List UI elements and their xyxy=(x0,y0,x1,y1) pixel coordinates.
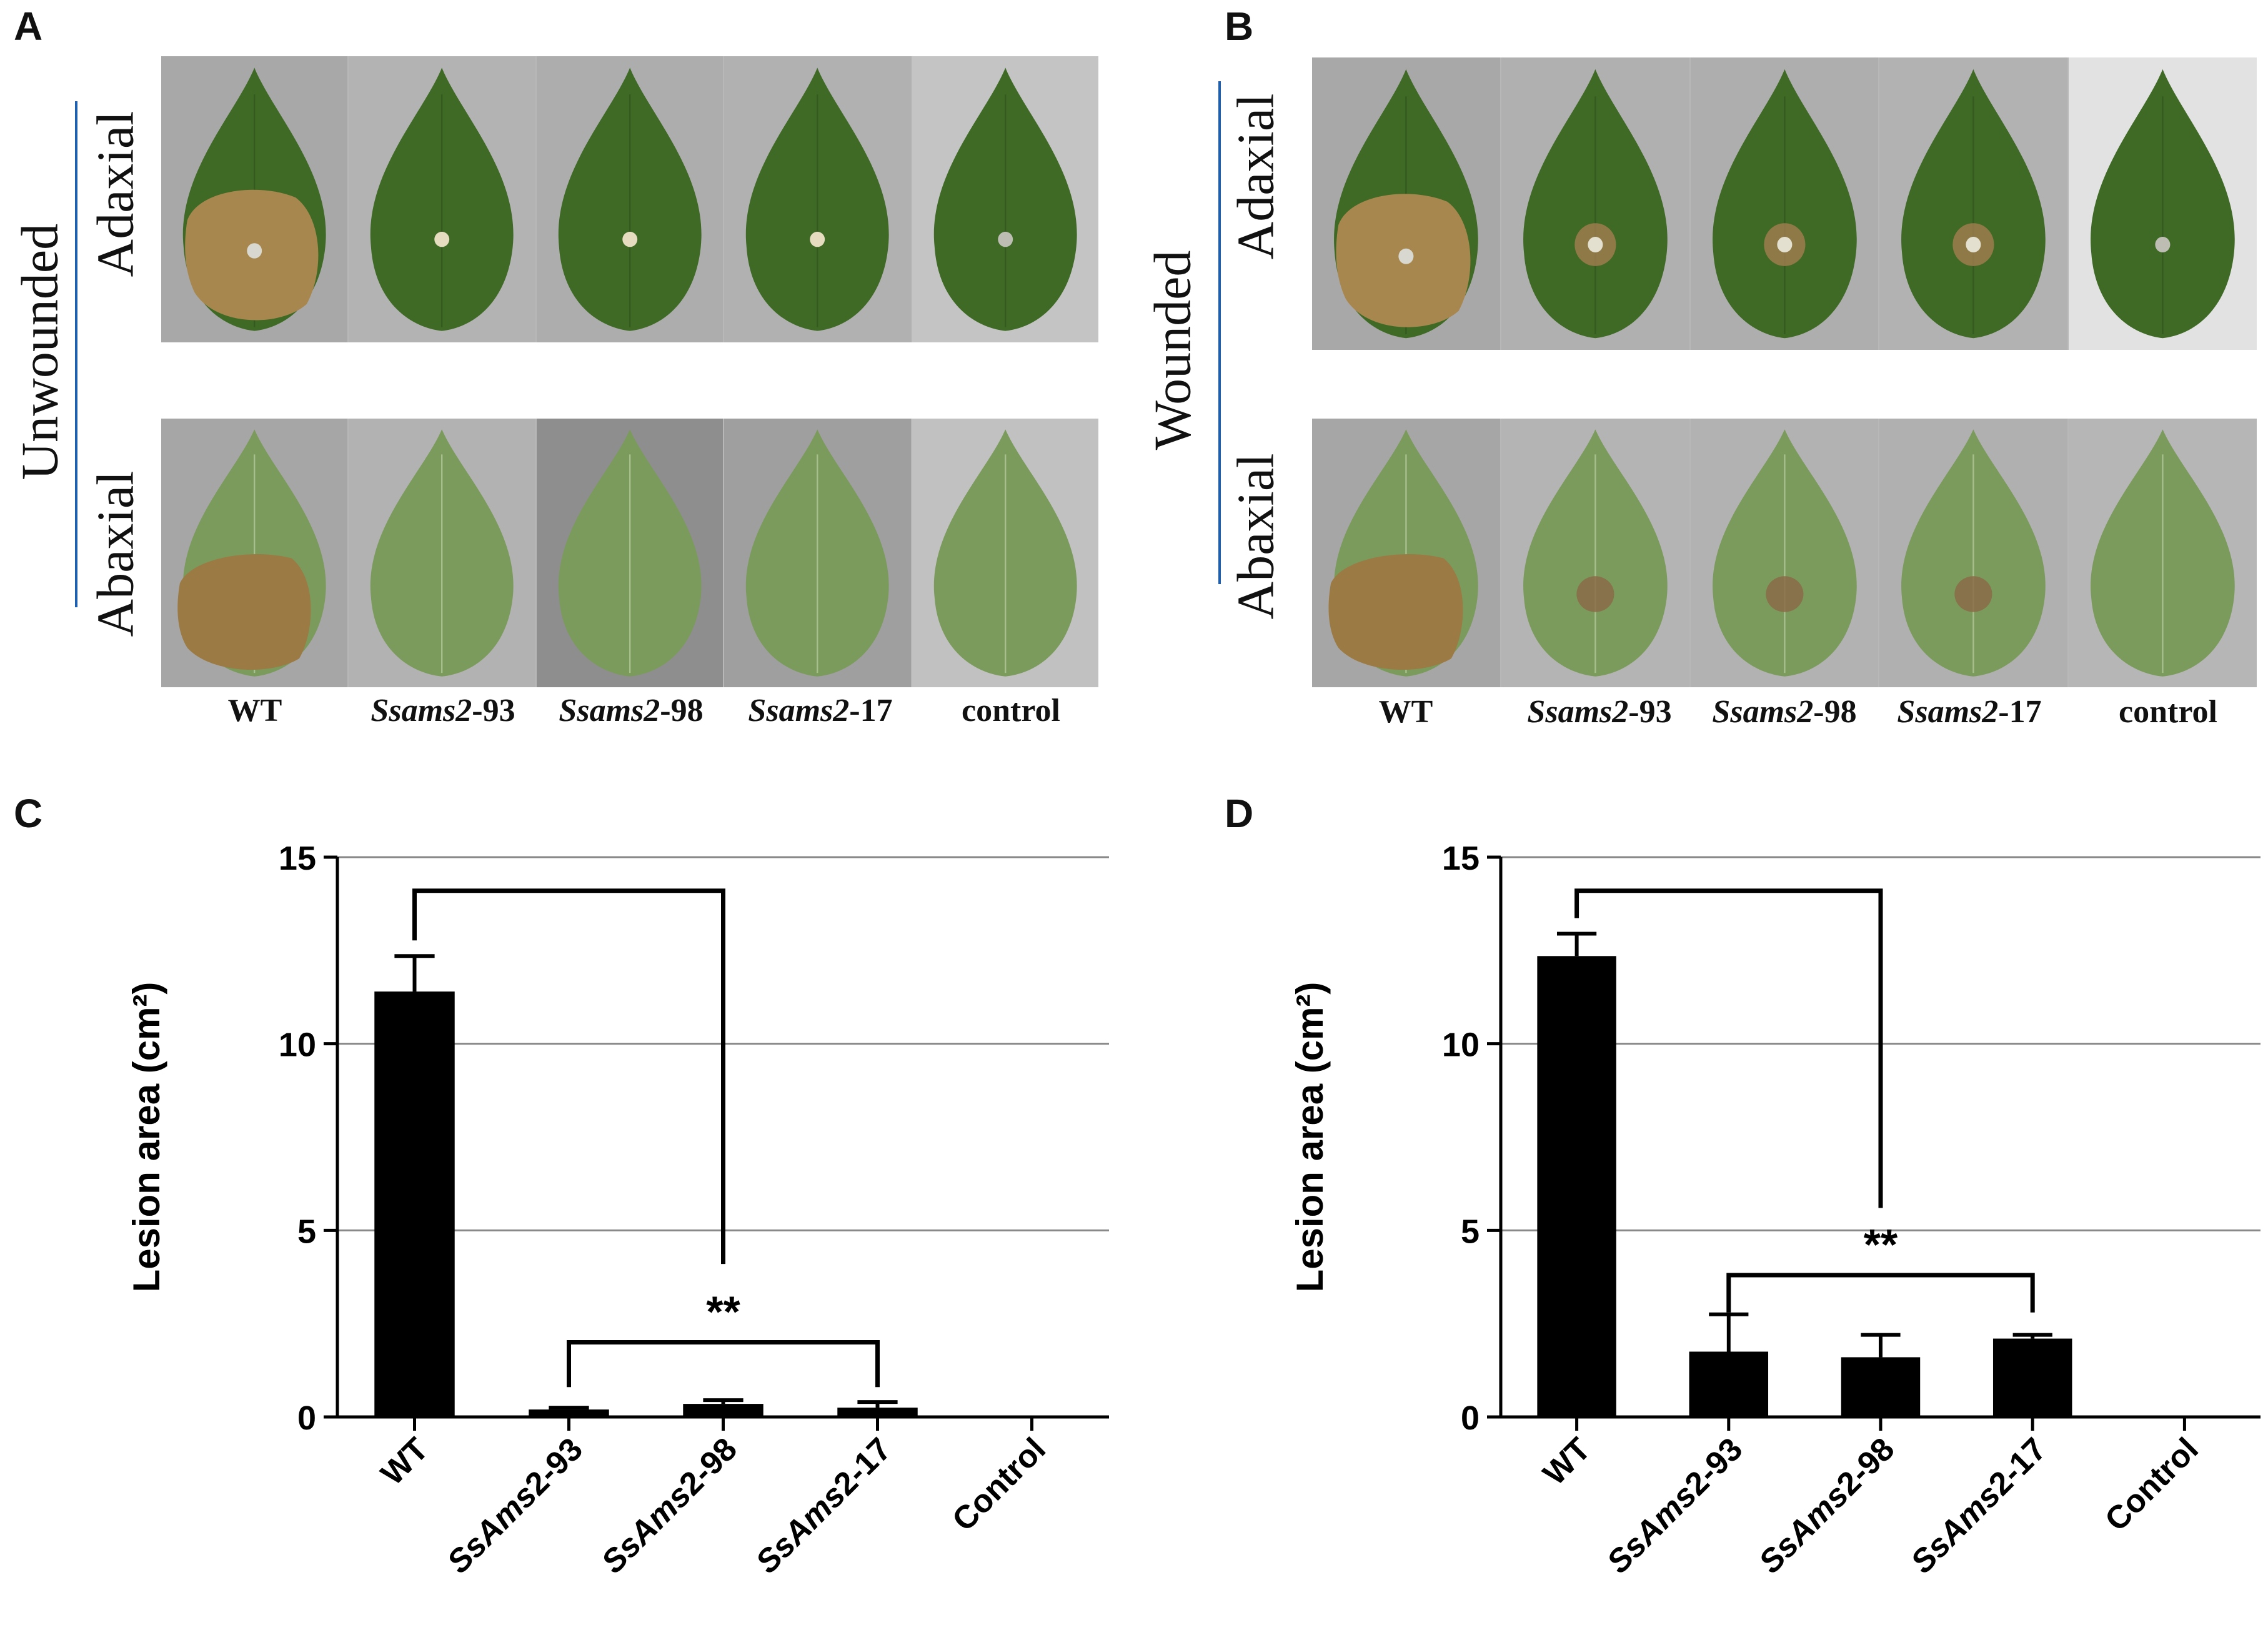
leaf-photo xyxy=(2069,419,2257,687)
y-tick-label: 10 xyxy=(279,1026,316,1064)
significance-bracket-group xyxy=(567,1340,880,1388)
inoculum-disc xyxy=(247,243,262,259)
leaf-photo xyxy=(536,56,725,342)
lesion-area xyxy=(1328,554,1463,670)
panel-a-adaxial-photos xyxy=(161,56,1099,342)
leaf-photo xyxy=(1501,419,1691,687)
leaf-photo xyxy=(1879,419,2069,687)
leaf-photo xyxy=(1879,57,2069,350)
x-tick-label: WT xyxy=(1536,1431,1598,1492)
significance-bracket-wt xyxy=(1574,888,1883,1208)
inoculum-disc xyxy=(2155,237,2171,252)
leaf-photo xyxy=(724,56,912,342)
leaf-photo xyxy=(1312,419,1501,687)
inoculum-disc xyxy=(1588,237,1603,252)
bar-ssams2-17 xyxy=(837,1408,918,1417)
panel-label-c: C xyxy=(14,791,43,836)
inoculum-disc xyxy=(622,231,637,247)
y-tick-label: 0 xyxy=(1461,1399,1480,1437)
inoculum-disc xyxy=(810,231,825,247)
lesion-area xyxy=(177,554,311,670)
panel-b-group-rule xyxy=(1218,81,1221,584)
leaf-photo xyxy=(1312,57,1501,350)
bar-ssams2-17 xyxy=(1992,1338,2072,1417)
leaf-photo xyxy=(724,419,912,687)
bar-ssams2-93 xyxy=(529,1409,609,1417)
leaf-photo xyxy=(161,56,349,342)
x-tick-label: SsAms2-93 xyxy=(1600,1431,1749,1580)
panel-label-b: B xyxy=(1225,4,1254,49)
panel-a-group-rule xyxy=(75,101,77,607)
lesion-area xyxy=(1954,576,1992,612)
y-tick-label: 15 xyxy=(1442,840,1480,877)
leaf-photo xyxy=(1501,57,1691,350)
inoculum-disc xyxy=(1776,237,1793,252)
inoculum-disc xyxy=(434,231,450,247)
y-tick-label: 0 xyxy=(297,1399,316,1437)
y-tick-label: 5 xyxy=(1461,1213,1480,1250)
y-axis-label: Lesion area (cm²) xyxy=(126,982,167,1293)
lesion-area xyxy=(1765,576,1804,612)
significance-label: ** xyxy=(706,1288,740,1336)
leaf-photo xyxy=(1690,57,1880,350)
leaf-photo xyxy=(536,419,725,687)
panel-a-abaxial-photos xyxy=(161,419,1099,687)
x-tick-label: Control xyxy=(2098,1431,2206,1538)
leaf-photo xyxy=(1690,419,1880,687)
significance-bracket-wt xyxy=(412,888,725,1265)
bar-ssams2-98 xyxy=(1841,1357,1921,1417)
y-tick-label: 5 xyxy=(297,1213,316,1250)
panel-label-a: A xyxy=(14,4,43,49)
leaf-photo xyxy=(161,419,349,687)
y-axis-label: Lesion area (cm²) xyxy=(1289,982,1331,1293)
significance-label: ** xyxy=(1864,1220,1898,1269)
leaf-photo xyxy=(2069,57,2257,350)
panel-b-adaxial-photos xyxy=(1312,57,2257,350)
bar-ssams2-93 xyxy=(1689,1351,1769,1417)
lesion-area xyxy=(1576,576,1614,612)
bar-wt xyxy=(1537,956,1616,1417)
bar-wt xyxy=(374,991,455,1417)
leaf-photo xyxy=(912,419,1099,687)
inoculum-disc xyxy=(997,231,1013,247)
leaf-photo xyxy=(912,56,1099,342)
leaf-photo xyxy=(349,56,537,342)
bar-ssams2-98 xyxy=(683,1404,763,1417)
inoculum-disc xyxy=(1966,237,1981,252)
panel-label-d: D xyxy=(1225,791,1254,836)
significance-bracket-group xyxy=(1726,1273,2035,1313)
inoculum-disc xyxy=(1398,248,1414,264)
y-tick-label: 15 xyxy=(279,840,316,877)
x-tick-label: SsAms2-17 xyxy=(1904,1431,2053,1580)
panel-b-abaxial-photos xyxy=(1312,419,2257,687)
x-tick-label: SsAms2-98 xyxy=(1752,1431,1901,1580)
y-tick-label: 10 xyxy=(1442,1026,1480,1064)
leaf-photo xyxy=(349,419,537,687)
